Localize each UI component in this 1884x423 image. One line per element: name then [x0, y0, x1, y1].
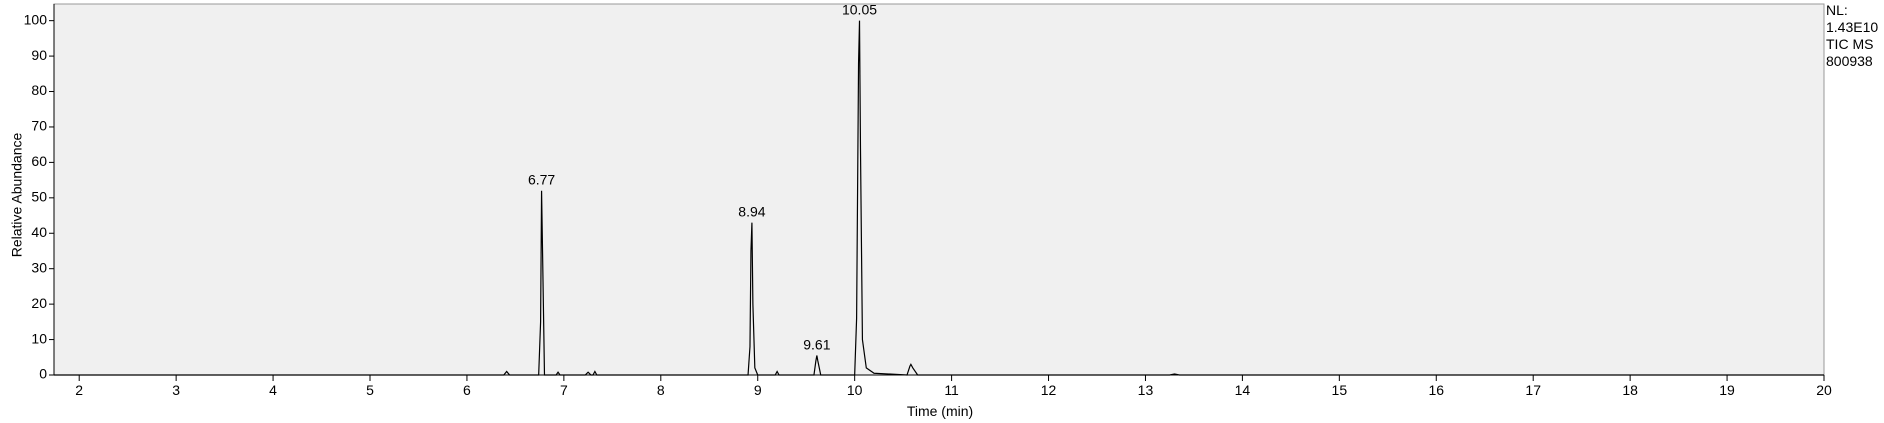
y-tick-label: 40 — [31, 224, 47, 240]
x-tick-label: 5 — [366, 382, 374, 398]
x-tick-label: 14 — [1235, 382, 1251, 398]
x-tick-label: 17 — [1525, 382, 1541, 398]
x-tick-label: 4 — [269, 382, 277, 398]
x-tick-label: 9 — [754, 382, 762, 398]
x-tick-label: 3 — [172, 382, 180, 398]
peak-label: 9.61 — [803, 337, 830, 353]
x-tick-label: 7 — [560, 382, 568, 398]
x-tick-label: 18 — [1622, 382, 1638, 398]
x-tick-label: 10 — [847, 382, 863, 398]
y-tick-label: 70 — [31, 118, 47, 134]
x-axis-label: Time (min) — [907, 403, 973, 419]
y-tick-label: 20 — [31, 295, 47, 311]
y-tick-label: 60 — [31, 153, 47, 169]
x-tick-label: 20 — [1816, 382, 1832, 398]
x-tick-label: 15 — [1332, 382, 1348, 398]
info-text: TIC MS — [1826, 36, 1873, 52]
y-tick-label: 80 — [31, 82, 47, 98]
trace-line — [54, 20, 1824, 376]
y-tick-label: 90 — [31, 47, 47, 63]
plot-area — [53, 3, 1825, 376]
y-tick-label: 10 — [31, 330, 47, 346]
y-tick-label: 100 — [24, 11, 48, 27]
peak-label: 8.94 — [738, 204, 765, 220]
info-text: NL: — [1826, 2, 1848, 18]
x-tick-label: 16 — [1428, 382, 1444, 398]
x-tick-label: 8 — [657, 382, 665, 398]
y-tick-label: 30 — [31, 259, 47, 275]
x-tick-label: 12 — [1041, 382, 1057, 398]
x-tick-label: 19 — [1719, 382, 1735, 398]
info-text: 1.43E10 — [1826, 19, 1878, 35]
info-text: 800938 — [1826, 53, 1873, 69]
x-tick-label: 6 — [463, 382, 471, 398]
peak-label: 10.05 — [842, 2, 877, 18]
peak-label: 6.77 — [528, 172, 555, 188]
x-tick-label: 11 — [944, 382, 959, 398]
x-tick-label: 2 — [75, 382, 83, 398]
y-axis-label: Relative Abundance — [9, 133, 25, 258]
x-tick-label: 13 — [1138, 382, 1154, 398]
y-tick-label: 50 — [31, 189, 47, 205]
y-tick-label: 0 — [39, 366, 47, 382]
